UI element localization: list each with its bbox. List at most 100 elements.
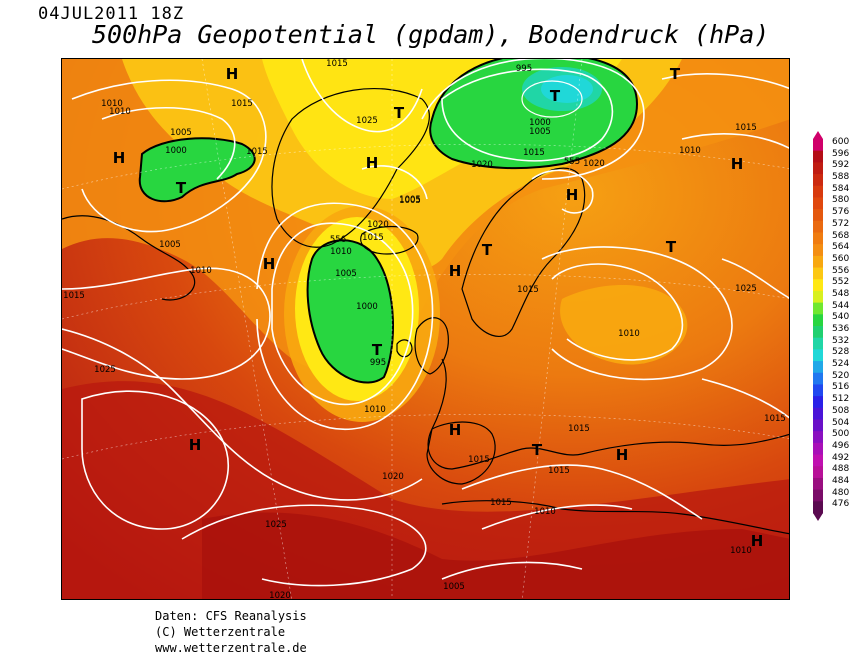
isobar-label: 1010 <box>109 107 131 117</box>
scale-label: 508 <box>832 405 850 416</box>
scale-swatch <box>813 139 823 152</box>
isobar-label: 1005 <box>529 127 551 137</box>
isobar-label: 1015 <box>490 498 512 508</box>
scale-label: 600 <box>832 137 850 147</box>
isobar-label: 1010 <box>190 266 212 276</box>
scale-swatch <box>813 314 823 327</box>
isobar-label: 1000 <box>165 146 187 156</box>
scale-swatch <box>813 466 823 479</box>
high-marker: H <box>616 446 629 464</box>
isobar-label: 1005 <box>443 582 465 592</box>
isobar-label: 1015 <box>326 59 348 69</box>
isobar-label: 1025 <box>356 116 378 126</box>
yellow-zone-europe <box>560 285 688 365</box>
map-date: 04JUL2011 18Z <box>38 4 185 24</box>
isobar-label: 1015 <box>246 147 268 157</box>
high-marker: H <box>226 65 239 83</box>
low-marker: T <box>532 441 543 459</box>
isobar-label: 1005 <box>159 240 181 250</box>
scale-swatch <box>813 267 823 280</box>
low-marker: T <box>670 65 681 83</box>
scandinavia-outline <box>461 167 586 337</box>
copyright: (C) Wetterzentrale <box>155 625 286 639</box>
isobar-label: 1015 <box>231 99 253 109</box>
iberia-outline <box>426 421 496 485</box>
high-marker: H <box>449 421 462 439</box>
high-marker: H <box>751 532 764 550</box>
scale-label: 576 <box>832 207 850 218</box>
scale-label: 568 <box>832 230 850 241</box>
scale-arrow-top <box>813 131 823 139</box>
scale-label: 564 <box>832 242 850 253</box>
isobar-label: 1015 <box>517 285 539 295</box>
weather-map: H H H H H H H H H H H T T T T T T T T 10… <box>61 58 790 600</box>
isobar-label: 1015 <box>468 455 490 465</box>
scale-label: 540 <box>832 312 850 323</box>
isobar-label: 556 <box>330 235 346 245</box>
map-title: 500hPa Geopotential (gpdam), Bodendruck … <box>92 20 770 49</box>
scale-label: 560 <box>832 253 850 264</box>
scale-swatch <box>813 477 823 491</box>
scale-swatch <box>813 372 823 385</box>
scale-swatch <box>813 384 823 397</box>
low-marker: T <box>176 179 187 197</box>
north-america-coast <box>62 215 196 301</box>
scale-label: 532 <box>832 335 850 346</box>
low-labrador-green <box>138 137 256 203</box>
scale-label: 476 <box>832 499 850 510</box>
scale-swatch <box>813 361 823 374</box>
low-marker: T <box>482 241 493 259</box>
scale-swatch <box>813 337 823 350</box>
scale-swatch <box>813 255 823 269</box>
trough-green <box>306 239 394 384</box>
low-arctic-core <box>541 75 593 103</box>
scale-swatch <box>813 302 823 315</box>
isobar-label: 1000 <box>529 118 551 128</box>
scale-swatch <box>813 279 823 292</box>
high-marker: H <box>189 436 202 454</box>
website-url[interactable]: www.wetterzentrale.de <box>155 641 307 655</box>
scale-label: 480 <box>832 487 850 498</box>
isobar-label: 1005 <box>335 269 357 279</box>
scale-swatch <box>813 326 823 339</box>
graticule <box>62 59 789 599</box>
high-marker: H <box>263 255 276 273</box>
high-marker: H <box>566 186 579 204</box>
isobar-label: 1015 <box>523 148 545 158</box>
scale-label: 556 <box>832 265 850 276</box>
isobar-label: 1010 <box>618 329 640 339</box>
isobar-label: 1015 <box>548 466 570 476</box>
isobar-label: 1015 <box>63 291 85 301</box>
scale-label: 580 <box>832 195 850 206</box>
scale-label: 572 <box>832 218 850 229</box>
isobar-label: 1015 <box>735 123 757 133</box>
isobar-label: 1010 <box>730 546 752 556</box>
scale-swatch <box>813 185 823 198</box>
data-source: Daten: CFS Reanalysis <box>155 609 307 623</box>
isobar-label: 1015 <box>362 233 384 243</box>
scale-swatch <box>813 174 823 187</box>
scale-swatch <box>813 431 823 444</box>
scale-swatch <box>813 396 823 409</box>
scale-swatch <box>813 419 823 432</box>
isobar-label: 1020 <box>367 220 389 230</box>
isobar-label: 1005 <box>399 196 421 206</box>
isobar-label: 995 <box>516 64 532 74</box>
scale-label: 520 <box>832 370 850 381</box>
isobar-labels: 1015 1010 1010 1015 1005 1000 1015 1025 … <box>63 59 786 599</box>
isobar-label: 1010 <box>534 507 556 517</box>
scale-swatch <box>813 232 823 245</box>
scale-swatch <box>813 209 823 222</box>
high-marker: H <box>366 154 379 172</box>
scale-swatch <box>813 197 823 210</box>
isobar-label: 1005 <box>170 128 192 138</box>
scale-swatch <box>813 150 823 163</box>
high-geopotential-core <box>202 512 789 599</box>
high-marker: H <box>113 149 126 167</box>
isobar-label: 1000 <box>356 302 378 312</box>
scale-label: 496 <box>832 440 850 451</box>
isobar-label: 1010 <box>330 247 352 257</box>
scale-label: 552 <box>832 277 850 288</box>
isobar-label: 1025 <box>735 284 757 294</box>
scale-swatch <box>813 290 823 304</box>
